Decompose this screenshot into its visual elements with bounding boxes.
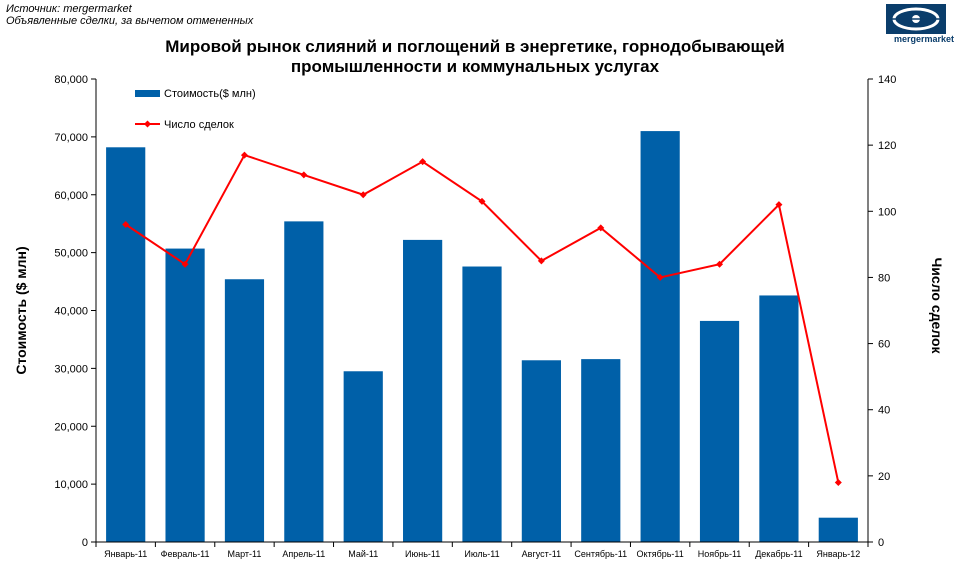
bar	[818, 517, 858, 542]
y-tick-label-left: 10,000	[54, 479, 88, 491]
x-tick-label: Февраль-11	[161, 549, 210, 559]
bar	[403, 239, 443, 542]
x-tick-label: Октябрь-11	[637, 549, 684, 559]
bar-series	[106, 131, 858, 543]
bar	[343, 371, 383, 542]
line-point	[478, 197, 486, 205]
y-tick-label-right: 20	[878, 471, 890, 483]
y-tick-label-right: 140	[878, 74, 896, 86]
x-tick-label: Март-11	[228, 549, 262, 559]
y-tick-label-right: 40	[878, 405, 890, 417]
x-tick-label: Август-11	[522, 549, 561, 559]
chart-title-line-1: Мировой рынок слияний и поглощений в эне…	[165, 37, 785, 56]
legend-swatch-marker	[144, 120, 151, 128]
line-point	[537, 257, 545, 265]
line-point	[240, 151, 248, 159]
bar	[699, 320, 740, 542]
y-tick-label-left: 70,000	[54, 132, 88, 144]
legend-label-line: Число сделок	[164, 119, 234, 131]
bar	[640, 131, 680, 542]
line-point	[775, 201, 783, 209]
x-tick-label: Июнь-11	[405, 549, 440, 559]
y-tick-label-left: 60,000	[54, 190, 88, 202]
y-axis-title-left: Стоимость ($ млн)	[13, 246, 29, 374]
bar	[284, 221, 324, 542]
x-tick-label: Апрель-11	[282, 549, 325, 559]
line-point	[300, 171, 308, 179]
y-axis-title-right: Число сделок	[929, 257, 945, 354]
bar	[165, 248, 205, 543]
y-tick-label-right: 120	[878, 140, 896, 152]
y-tick-label-left: 40,000	[54, 306, 88, 318]
y-tick-label-left: 30,000	[54, 363, 88, 375]
y-tick-label-right: 80	[878, 272, 890, 284]
chart-title-line-2: промышленности и коммунальных услугах	[290, 57, 660, 76]
y-tick-label-left: 80,000	[54, 74, 88, 86]
bar	[759, 295, 799, 542]
y-tick-label-right: 60	[878, 339, 890, 351]
y-tick-label-left: 0	[82, 537, 88, 549]
logo-text: mergermarket	[893, 34, 954, 44]
line-point	[716, 260, 724, 268]
x-tick-label: Декабрь-11	[755, 549, 802, 559]
y-tick-label-right: 0	[878, 537, 884, 549]
source-note: Источник: mergermarket	[6, 3, 132, 15]
x-tick-label: Май-11	[348, 549, 378, 559]
x-tick-label: Ноябрь-11	[698, 549, 742, 559]
bar	[521, 360, 561, 542]
legend-label-bars: Стоимость($ млн)	[164, 88, 256, 100]
axes: 0 10,000 20,000 30,000 40,000 50,000 60,000 70,…	[13, 74, 945, 559]
line-point	[181, 260, 189, 268]
line-series	[122, 151, 842, 486]
line-point	[656, 273, 664, 281]
bar	[462, 266, 502, 542]
x-tick-label: Сентябрь-11	[574, 549, 627, 559]
bar	[106, 147, 146, 543]
y-tick-label-left: 50,000	[54, 248, 88, 260]
y-tick-label-right: 100	[878, 206, 896, 218]
y-tick-label-left: 20,000	[54, 421, 88, 433]
line-point	[122, 221, 130, 229]
line-point	[419, 158, 427, 166]
bar	[581, 359, 621, 542]
line-point	[834, 478, 842, 486]
deals-note: Объявленные сделки, за вычетом отмененны…	[6, 15, 254, 27]
legend: Стоимость($ млн) Число сделок	[135, 88, 256, 131]
line-point	[597, 224, 605, 232]
legend-swatch-bars	[135, 90, 160, 97]
chart-title: Мировой рынок слияний и поглощений в эне…	[100, 37, 850, 77]
bar	[224, 279, 265, 542]
mergermarket-logo	[886, 4, 946, 34]
x-tick-label: Июль-11	[464, 549, 499, 559]
line-point	[359, 191, 367, 199]
x-tick-label: Январь-11	[104, 549, 147, 559]
x-tick-label: Январь-12	[816, 549, 860, 559]
